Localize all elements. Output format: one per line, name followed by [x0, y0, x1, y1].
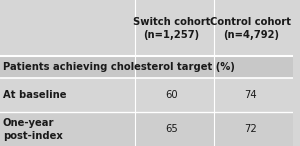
- Text: 65: 65: [165, 124, 178, 134]
- Text: 60: 60: [165, 90, 178, 100]
- Text: At baseline: At baseline: [3, 90, 66, 100]
- Text: 74: 74: [244, 90, 257, 100]
- Text: Patients achieving cholesterol target (%): Patients achieving cholesterol target (%…: [3, 62, 235, 72]
- Text: Switch cohort
(n=1,257): Switch cohort (n=1,257): [133, 16, 210, 40]
- Text: 72: 72: [244, 124, 257, 134]
- Text: One-year
post-index: One-year post-index: [3, 118, 63, 141]
- Bar: [0, 112, 293, 146]
- Bar: [0, 0, 293, 56]
- Bar: [0, 78, 293, 112]
- Text: Control cohort
(n=4,792): Control cohort (n=4,792): [210, 16, 291, 40]
- Bar: [0, 56, 293, 78]
